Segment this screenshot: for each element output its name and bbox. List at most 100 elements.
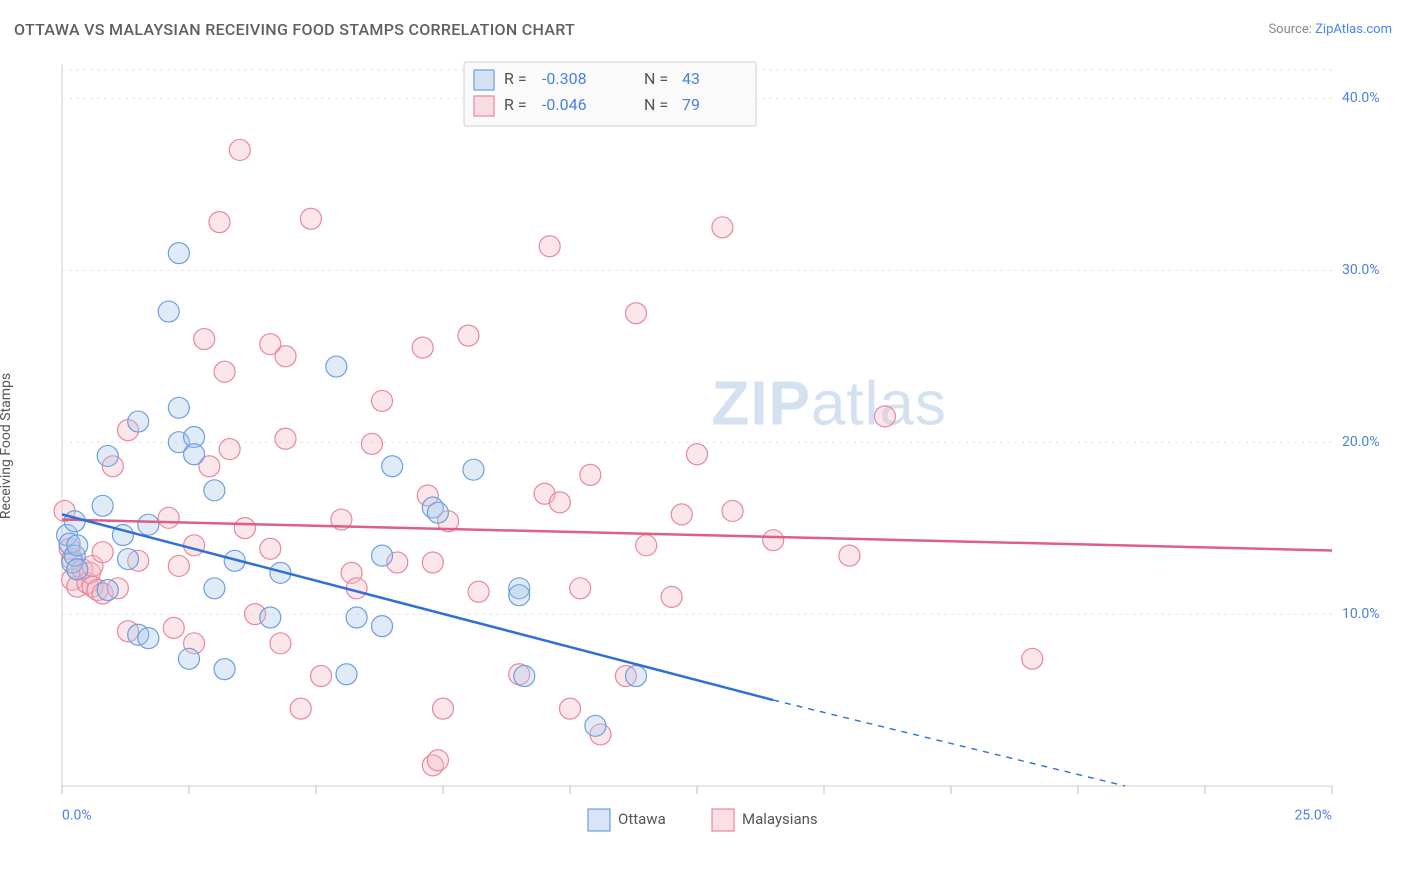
- point-malay: [300, 208, 321, 229]
- point-malay: [626, 303, 647, 324]
- point-malay: [270, 633, 291, 654]
- point-malay: [839, 545, 860, 566]
- source-label: Source:: [1268, 22, 1311, 37]
- point-malay: [712, 217, 733, 238]
- legend-swatch-malay: [712, 809, 734, 831]
- point-malay: [468, 581, 489, 602]
- point-malay: [275, 428, 296, 449]
- legend-swatch-malay: [474, 96, 494, 116]
- point-malay: [560, 698, 581, 719]
- point-malay: [219, 439, 240, 460]
- point-malay: [194, 329, 215, 350]
- point-malay: [372, 390, 393, 411]
- legend-swatch-ottawa: [588, 809, 610, 831]
- point-malay: [209, 212, 230, 233]
- point-malay: [412, 337, 433, 358]
- point-malay: [361, 433, 382, 454]
- point-malay: [214, 361, 235, 382]
- point-ottawa: [372, 616, 393, 637]
- point-ottawa: [204, 578, 225, 599]
- legend-label-malay: Malaysians: [742, 810, 818, 828]
- trendline-ottawa-extrap: [773, 700, 1125, 786]
- point-malay: [458, 325, 479, 346]
- point-malay: [549, 492, 570, 513]
- point-ottawa: [67, 535, 88, 556]
- svg-text:25.0%: 25.0%: [1294, 808, 1332, 824]
- point-malay: [158, 507, 179, 528]
- point-ottawa: [67, 559, 88, 580]
- point-malay: [260, 538, 281, 559]
- point-malay: [661, 586, 682, 607]
- svg-text:40.0%: 40.0%: [1342, 90, 1380, 106]
- svg-text:30.0%: 30.0%: [1342, 262, 1380, 278]
- point-malay: [763, 530, 784, 551]
- legend-label-ottawa: Ottawa: [618, 810, 666, 828]
- point-malay: [1022, 648, 1043, 669]
- point-ottawa: [138, 514, 159, 535]
- chart-header: OTTAWA VS MALAYSIAN RECEIVING FOOD STAMP…: [14, 20, 1392, 48]
- point-ottawa: [184, 444, 205, 465]
- series-legend: Ottawa Malaysians: [588, 809, 818, 831]
- point-ottawa: [97, 580, 118, 601]
- chart-source: Source: ZipAtlas.com: [1268, 22, 1392, 37]
- svg-text:N =: N =: [644, 69, 668, 88]
- point-malay: [184, 535, 205, 556]
- point-ottawa: [626, 665, 647, 686]
- svg-text:N =: N =: [644, 95, 668, 114]
- svg-text:10.0%: 10.0%: [1342, 606, 1380, 622]
- point-ottawa: [585, 715, 606, 736]
- point-ottawa: [372, 545, 393, 566]
- point-malay: [539, 236, 560, 257]
- svg-text:R =: R =: [504, 95, 527, 114]
- point-ottawa: [214, 659, 235, 680]
- point-malay: [163, 617, 184, 638]
- legend-swatch-ottawa: [474, 70, 494, 90]
- point-ottawa: [382, 456, 403, 477]
- svg-text:79: 79: [682, 95, 700, 114]
- point-ottawa: [97, 445, 118, 466]
- point-malay: [168, 555, 189, 576]
- trendline-ottawa: [62, 514, 773, 700]
- svg-text:20.0%: 20.0%: [1342, 434, 1380, 450]
- point-malay: [722, 500, 743, 521]
- svg-text:ZIPatlas: ZIPatlas: [711, 369, 946, 438]
- point-malay: [433, 698, 454, 719]
- point-ottawa: [346, 607, 367, 628]
- point-malay: [671, 504, 692, 525]
- point-malay: [290, 698, 311, 719]
- point-malay: [422, 552, 443, 573]
- svg-text:43: 43: [682, 69, 700, 88]
- plot-svg: 10.0%20.0%30.0%40.0%0.0%25.0%ZIPatlasR =…: [52, 54, 1392, 842]
- svg-text:-0.046: -0.046: [542, 95, 587, 114]
- point-malay: [570, 578, 591, 599]
- chart-title: OTTAWA VS MALAYSIAN RECEIVING FOOD STAMP…: [14, 20, 575, 39]
- point-ottawa: [168, 243, 189, 264]
- point-ottawa: [179, 648, 200, 669]
- point-ottawa: [118, 549, 139, 570]
- point-ottawa: [204, 480, 225, 501]
- point-malay: [311, 665, 332, 686]
- point-ottawa: [427, 502, 448, 523]
- point-ottawa: [509, 585, 530, 606]
- scatter-plot: 10.0%20.0%30.0%40.0%0.0%25.0%ZIPatlasR =…: [52, 54, 1392, 842]
- point-ottawa: [168, 397, 189, 418]
- point-ottawa: [463, 459, 484, 480]
- point-ottawa: [138, 628, 159, 649]
- point-malay: [687, 444, 708, 465]
- point-ottawa: [260, 607, 281, 628]
- point-malay: [234, 518, 255, 539]
- y-axis-title: Receiving Food Stamps: [0, 373, 14, 519]
- svg-text:-0.308: -0.308: [542, 69, 587, 88]
- point-malay: [580, 464, 601, 485]
- point-malay: [427, 750, 448, 771]
- point-malay: [275, 346, 296, 367]
- point-malay: [92, 542, 113, 563]
- point-ottawa: [514, 665, 535, 686]
- point-ottawa: [326, 356, 347, 377]
- point-ottawa: [336, 664, 357, 685]
- source-link[interactable]: ZipAtlas.com: [1315, 22, 1392, 37]
- point-ottawa: [128, 411, 149, 432]
- point-malay: [229, 139, 250, 160]
- point-malay: [636, 535, 657, 556]
- point-malay: [874, 406, 895, 427]
